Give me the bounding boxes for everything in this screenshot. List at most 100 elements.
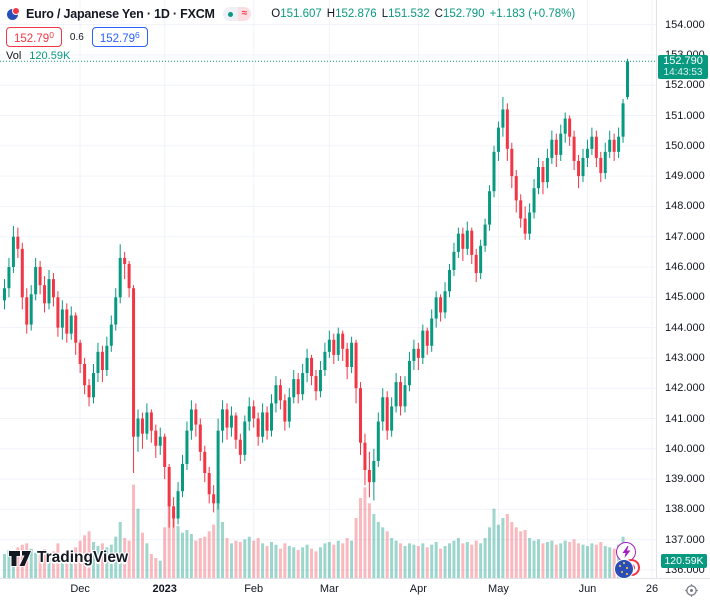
volume-bar [461,543,465,578]
candle-body [523,218,527,234]
volume-bar [372,514,376,578]
volume-label: Vol [6,50,22,62]
volume-bar [559,543,563,578]
volume-bar [394,540,398,578]
candle-body [181,463,184,492]
candle-body [74,315,78,343]
candle-body [16,236,20,249]
open-value: 151.607 [280,8,322,20]
price-axis[interactable]: 152.790 14:43:53 120.59K 154.000153.0001… [656,0,710,578]
volume-bar [29,548,33,578]
volume-bar [238,542,242,578]
volume-bar [465,542,469,578]
volume-bar [336,540,340,578]
volume-bar [172,514,176,578]
candle-body [443,291,447,313]
volume-bar [34,552,38,578]
spread-value: 0.6 [69,31,84,43]
buy-ask-button[interactable]: 152.796 [91,27,148,47]
candle-body [123,257,127,264]
price-axis-label: 146.000 [665,261,705,273]
candle-body [265,412,269,431]
market-status-pill[interactable]: ≈ [222,7,252,21]
volume-bar [537,539,540,578]
volume-bar [181,532,184,578]
candle-body [69,315,73,334]
eu-flag-icon [614,559,634,579]
candle-body [167,466,171,507]
candle-body [341,333,345,349]
volume-bar [265,546,269,578]
candle-body [594,136,598,158]
candle-body [456,233,460,252]
candle-body [519,200,523,219]
symbol-pair-badge[interactable] [614,559,644,580]
candle-body [43,285,47,304]
candle-body [505,109,509,149]
volume-bar [456,538,460,578]
last-price-tag: 152.790 14:43:53 [658,55,708,80]
candle-body [621,103,625,137]
volume-bar [100,543,104,578]
volume-bar [92,542,95,578]
volume-bar [158,560,162,578]
candle-body [25,297,29,325]
candle-body [87,385,91,398]
volume-bar [207,531,211,578]
price-axis-label: 141.000 [665,412,705,425]
volume-bar [60,553,64,578]
volume-bar [51,551,55,578]
candle-body [301,373,305,395]
candle-body [359,388,362,443]
open-label: O [271,8,281,20]
candle-body [105,345,109,371]
low-value: 151.532 [388,8,430,20]
tradingview-mark-icon [8,549,32,567]
candle-body [608,139,612,152]
candle-body [581,157,585,177]
volume-bar [69,556,73,578]
sell-bid-button[interactable]: 152.790 [6,27,62,47]
candle-body [274,385,278,404]
candle-body [590,136,594,149]
volume-bar [198,538,202,578]
candle-body [270,403,273,431]
axis-settings-gear-icon[interactable] [685,584,698,597]
volume-bar [229,543,233,578]
volume-bar [221,522,225,578]
volume-bar [278,548,282,578]
volume-bar [296,550,300,578]
volume-bar [327,542,331,578]
candle-body [283,400,287,422]
tradingview-logo[interactable]: TradingView [8,549,128,567]
time-axis[interactable]: Dec 2023 Feb Mar Apr May Jun 26 [0,578,710,601]
volume-bar [532,540,536,578]
time-axis-label: Jun [578,583,597,595]
volume-bar [425,547,429,578]
volume-bar [287,546,291,578]
candle-body [163,436,167,467]
candle-body [238,439,242,455]
candle-body [430,318,434,346]
symbol-title[interactable]: Euro / Japanese Yen · 1D · FXCM [26,7,215,21]
volume-bar [448,543,451,578]
volume-bar [354,518,358,578]
candle-body [434,297,438,319]
candle-body [132,288,136,437]
volume-indicator-row[interactable]: Vol 120.59K [6,50,575,62]
candle-body [421,330,425,358]
time-axis-label: Mar [319,583,339,595]
volume-bar [292,547,296,578]
price-axis-label: 143.000 [665,351,705,364]
price-axis-label: 147.000 [665,230,705,243]
candlestick-chart[interactable] [0,0,656,578]
price-axis-label: 148.000 [665,200,705,213]
volume-bar [163,527,167,578]
candle-body [154,430,158,446]
time-axis-label: Feb [244,583,264,595]
candle-body [216,430,220,504]
volume-bar [385,531,389,578]
volume-bar [510,522,514,578]
candle-body [465,230,469,249]
volume-bar [314,551,318,578]
